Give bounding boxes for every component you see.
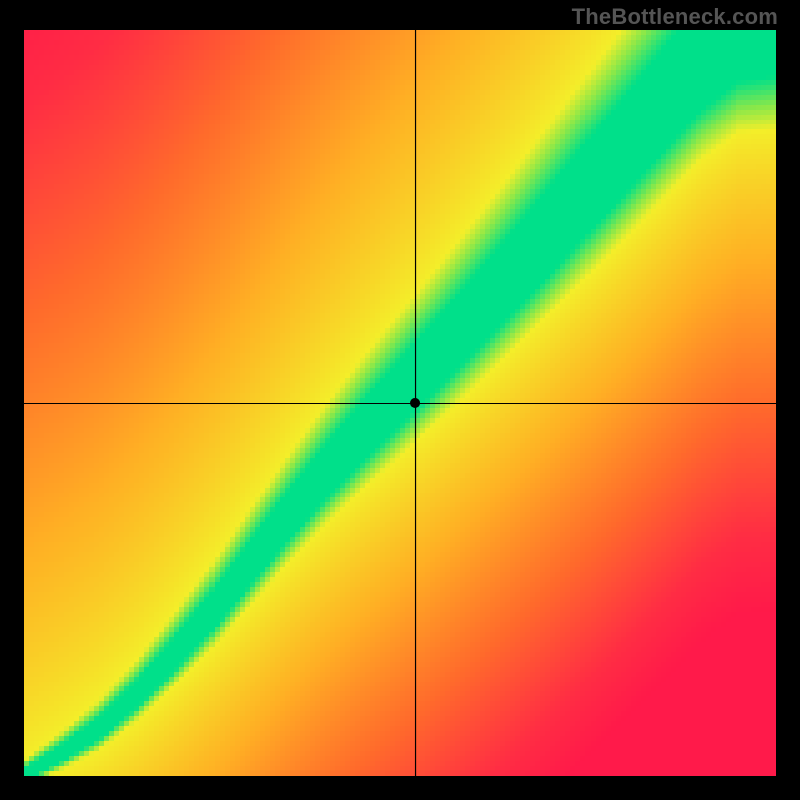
chart-frame: TheBottleneck.com — [0, 0, 800, 800]
crosshair-overlay — [24, 30, 776, 776]
watermark-text: TheBottleneck.com — [572, 4, 778, 30]
